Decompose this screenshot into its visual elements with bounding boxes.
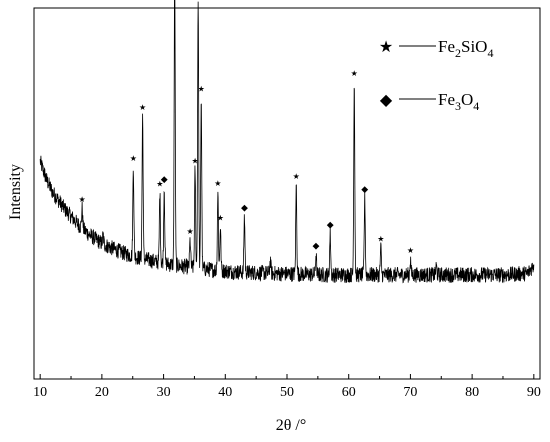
plot-frame [33, 7, 541, 380]
fe2sio4-star-marker: ★ [139, 103, 146, 112]
x-axis-tick-labels: 10 20 30 40 50 60 70 80 90 [33, 385, 541, 400]
fe2sio4-star-marker: ★ [156, 180, 163, 189]
fe2sio4-star-marker: ★ [351, 69, 358, 78]
x-tick-label: 80 [465, 385, 479, 400]
legend-label-fe3o4: Fe3O4 [438, 90, 479, 113]
fe2sio4-star-marker: ★ [187, 227, 194, 236]
fe3o4-diamond-marker: ◆ [361, 185, 368, 195]
x-tick-label: 90 [527, 385, 541, 400]
legend-star-icon: ★ [379, 37, 393, 56]
fe2sio4-star-marker: ★ [198, 84, 205, 93]
fe2sio4-star-marker: ★ [293, 172, 300, 181]
legend-item-fe3o4: ◆ Fe3O4 [380, 90, 479, 113]
fe2sio4-star-marker: ★ [217, 213, 224, 222]
fe3o4-diamond-marker: ◆ [313, 242, 320, 252]
x-tick-label: 70 [403, 385, 417, 400]
fe2sio4-star-marker: ★ [130, 154, 137, 163]
x-tick-label: 10 [33, 385, 47, 400]
legend-item-fe2sio4: ★ Fe2SiO4 [379, 37, 494, 60]
fe2sio4-star-marker: ★ [407, 246, 414, 255]
y-axis-label: Intensity [7, 164, 24, 220]
x-axis-ticks [39, 374, 535, 379]
x-tick-label: 40 [218, 385, 232, 400]
fe3o4-diamond-marker: ◆ [327, 220, 334, 230]
x-tick-label: 30 [157, 385, 171, 400]
fe3o4-diamond-marker: ◆ [161, 175, 168, 185]
fe2sio4-star-marker: ★ [191, 156, 198, 165]
legend-label-fe2sio4: Fe2SiO4 [438, 37, 493, 60]
fe2sio4-star-marker: ★ [79, 195, 86, 204]
legend: ★ Fe2SiO4 ◆ Fe3O4 [379, 37, 494, 113]
fe2sio4-star-marker: ★ [214, 179, 221, 188]
spectrum-line [39, 0, 535, 284]
fe3o4-diamond-marker: ◆ [241, 204, 248, 214]
x-tick-label: 50 [280, 385, 294, 400]
x-axis-label: 2θ /° [276, 417, 307, 434]
legend-diamond-icon: ◆ [380, 90, 393, 109]
x-tick-label: 60 [342, 385, 356, 400]
fe2sio4-star-marker: ★ [377, 235, 384, 244]
peak-markers: ★★★★◆★★★◆★★★◆★◆◆★◆★★ [79, 69, 414, 255]
x-tick-label: 20 [95, 385, 109, 400]
